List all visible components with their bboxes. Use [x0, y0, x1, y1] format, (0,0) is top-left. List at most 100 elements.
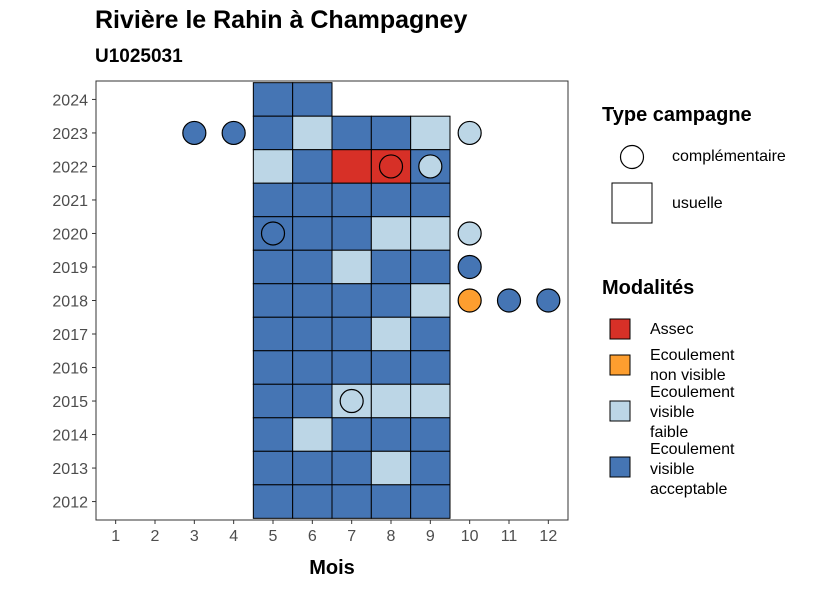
x-tick-label: 1 [111, 528, 120, 545]
y-tick-label: 2013 [52, 461, 88, 478]
legend-label-complementaire: complémentaire [672, 148, 786, 165]
y-tick-label: 2024 [52, 92, 88, 109]
legend-label-acceptable: Ecoulement visible acceptable [650, 441, 735, 498]
y-tick-label: 2015 [52, 394, 88, 411]
tile-usuelle [331, 283, 372, 318]
tile-usuelle [370, 450, 412, 486]
x-tick-label: 12 [539, 528, 557, 545]
tile-usuelle [410, 316, 451, 352]
point-complementaire [260, 221, 286, 246]
tile-usuelle [410, 115, 451, 151]
legend-key-acceptable [609, 456, 631, 478]
tile-usuelle [292, 115, 333, 151]
tile-usuelle [331, 182, 372, 218]
y-tick-label: 2017 [52, 327, 88, 344]
point-complementaire [536, 288, 561, 313]
x-tick-label: 3 [190, 528, 199, 545]
y-tick-label: 2014 [52, 428, 88, 445]
point-complementaire [496, 288, 522, 313]
legend-label-usuelle: usuelle [672, 195, 723, 212]
tile-usuelle [331, 417, 372, 452]
tile-usuelle [331, 484, 372, 519]
legend-key-faible [609, 400, 631, 422]
tile-usuelle [292, 149, 333, 184]
tile-usuelle [292, 450, 333, 486]
tile-usuelle [410, 216, 451, 251]
point-complementaire [378, 154, 404, 179]
tile-usuelle [292, 484, 333, 519]
tile-usuelle [370, 182, 412, 218]
x-tick-label: 10 [461, 528, 479, 545]
y-tick-label: 2023 [52, 126, 88, 143]
tile-usuelle [252, 149, 294, 184]
x-tick-label: 2 [151, 528, 160, 545]
x-tick-label: 8 [387, 528, 396, 545]
legend-label-assec: Assec [650, 321, 694, 338]
y-tick-label: 2012 [52, 495, 88, 512]
tile-usuelle [410, 350, 451, 385]
tile-usuelle [252, 350, 294, 385]
tile-usuelle [252, 417, 294, 452]
tile-usuelle [410, 249, 451, 285]
tile-usuelle [252, 82, 294, 117]
x-tick-label: 4 [229, 528, 238, 545]
point-complementaire [339, 388, 364, 414]
tile-usuelle [331, 249, 372, 285]
legend-key-non_visible [609, 354, 631, 376]
tile-usuelle [292, 383, 333, 419]
legend-label-non_visible: Ecoulement non visible [650, 347, 735, 384]
point-complementaire [457, 288, 482, 313]
tile-usuelle [331, 115, 372, 151]
y-tick-label: 2018 [52, 294, 88, 311]
tile-usuelle [292, 350, 333, 385]
legend-key-assec [609, 318, 631, 340]
tile-usuelle [370, 350, 412, 385]
tile-usuelle [410, 484, 451, 519]
tile-usuelle [410, 383, 451, 419]
tile-usuelle [252, 182, 294, 218]
x-tick-label: 5 [269, 528, 278, 545]
point-complementaire [418, 154, 443, 179]
point-complementaire [457, 254, 482, 280]
tile-usuelle [252, 383, 294, 419]
point-complementaire [457, 221, 482, 246]
tile-usuelle [331, 316, 372, 352]
legend-key-usuelle [611, 182, 653, 224]
x-tick-label: 7 [347, 528, 356, 545]
x-tick-label: 11 [501, 528, 518, 545]
tile-usuelle [252, 283, 294, 318]
tile-usuelle [410, 417, 451, 452]
tile-usuelle [331, 450, 372, 486]
tile-usuelle [292, 82, 333, 117]
y-tick-label: 2016 [52, 361, 88, 378]
point-complementaire [457, 120, 482, 146]
tile-usuelle [370, 383, 412, 419]
legend-label-faible: Ecoulement visible faible [650, 384, 735, 441]
y-tick-label: 2022 [52, 159, 88, 176]
tile-usuelle [252, 115, 294, 151]
y-tick-label: 2020 [52, 226, 88, 243]
tile-usuelle [410, 450, 451, 486]
point-complementaire [182, 120, 207, 146]
tile-usuelle [410, 182, 451, 218]
chart-subtitle: U1025031 [95, 46, 183, 67]
tile-usuelle [292, 182, 333, 218]
x-tick-label: 6 [308, 528, 317, 545]
tile-usuelle [370, 216, 412, 251]
tile-usuelle [410, 283, 451, 318]
legend-title-modalites: Modalités [602, 277, 695, 299]
tile-usuelle [292, 249, 333, 285]
tile-usuelle [331, 149, 372, 184]
y-tick-label: 2019 [52, 260, 88, 277]
tile-usuelle [252, 249, 294, 285]
legend-key-complementaire [619, 144, 645, 170]
tile-usuelle [370, 417, 412, 452]
tile-usuelle [252, 450, 294, 486]
tile-usuelle [331, 350, 372, 385]
tile-usuelle [331, 216, 372, 251]
tile-usuelle [292, 316, 333, 352]
tile-usuelle [370, 316, 412, 352]
y-tick-label: 2021 [52, 193, 88, 210]
tile-usuelle [252, 484, 294, 519]
